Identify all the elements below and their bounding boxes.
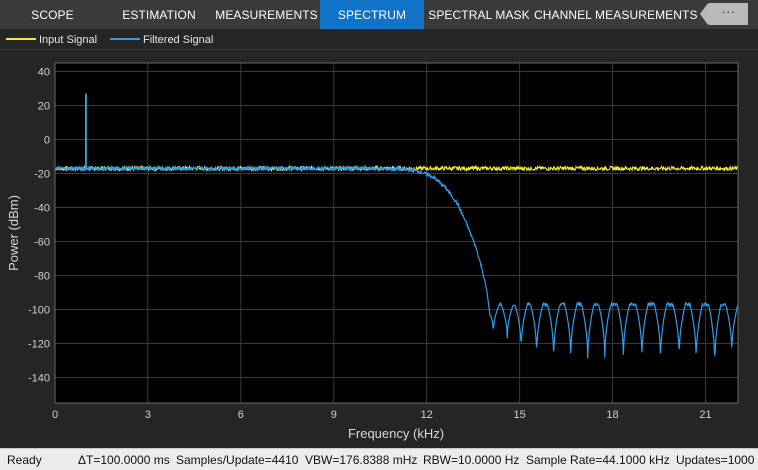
x-tick-label: 6 [238,409,244,421]
legend-label: Input Signal [39,34,98,46]
tab-channel-measurements[interactable]: CHANNEL MEASUREMENTS [534,8,698,22]
y-tick-label: 20 [38,101,50,113]
plot-border [54,62,739,404]
legend: Input Signal Filtered Signal [0,29,758,50]
y-tick-label: 0 [44,135,50,147]
arrow-notch [700,3,708,25]
tab-measurements[interactable]: MEASUREMENTS [215,8,318,22]
plot-area [55,63,738,403]
legend-item-filtered-signal[interactable]: Filtered Signal [110,32,213,48]
legend-item-input-signal[interactable]: Input Signal [6,32,97,48]
x-tick-label: 9 [331,409,337,421]
y-tick-label: -120 [28,339,50,351]
x-tick-label: 3 [145,409,151,421]
status-delta-t: ΔT=100.0000 ms [78,453,170,467]
tab-spectrum[interactable]: SPECTRUM [320,0,424,29]
y-tick-label: -60 [34,237,50,249]
status-vbw: VBW=176.8388 mHz [305,453,418,467]
tab-scope[interactable]: SCOPE [31,8,74,22]
tab-spectral-mask[interactable]: SPECTRAL MASK [428,8,530,22]
series-filtered-signal [54,93,739,359]
y-axis-label: Power (dBm) [6,195,21,271]
status-sample-rate: Sample Rate=44.1000 kHz [526,453,670,467]
x-tick-label: 0 [52,409,58,421]
status-updates: Updates=1000 [676,453,755,467]
y-tick-label: 40 [38,67,50,79]
legend-swatch [110,38,140,41]
more-options-icon: ··· [722,6,736,19]
y-tick-label: -140 [28,373,50,385]
y-tick-label: -100 [28,305,50,317]
toolstrip: SCOPE ESTIMATION MEASUREMENTS SPECTRUM S… [0,0,758,29]
tab-estimation[interactable]: ESTIMATION [122,8,196,22]
legend-label: Filtered Signal [143,34,214,46]
x-tick-label: 15 [514,409,526,421]
collapse-toolstrip-button[interactable]: ··· [700,3,748,25]
series-input-signal [54,93,739,173]
legend-swatch [6,38,36,41]
status-rbw: RBW=10.0000 Hz [423,453,520,467]
spectrum-plot[interactable]: 40 20 0 -20 -40 -60 -80 -100 -120 -140 0 3 6 9 12 15 18… [0,50,758,448]
y-tick-label: -20 [34,169,50,181]
status-samples-update: Samples/Update=4410 [176,453,299,467]
status-bar: Ready ΔT=100.0000 ms Samples/Update=4410… [0,448,758,470]
y-tick-label: -40 [34,203,50,215]
x-tick-label: 18 [606,409,618,421]
x-tick-label: 21 [699,409,711,421]
y-tick-label: -80 [34,271,50,283]
x-tick-label: 12 [421,409,433,421]
x-tick-labels: 0 3 6 9 12 15 18 21 [52,409,712,421]
y-tick-labels: 40 20 0 -20 -40 -60 -80 -100 -120 -140 [28,67,50,385]
status-ready: Ready [7,453,42,467]
x-axis-label: Frequency (kHz) [348,426,444,441]
